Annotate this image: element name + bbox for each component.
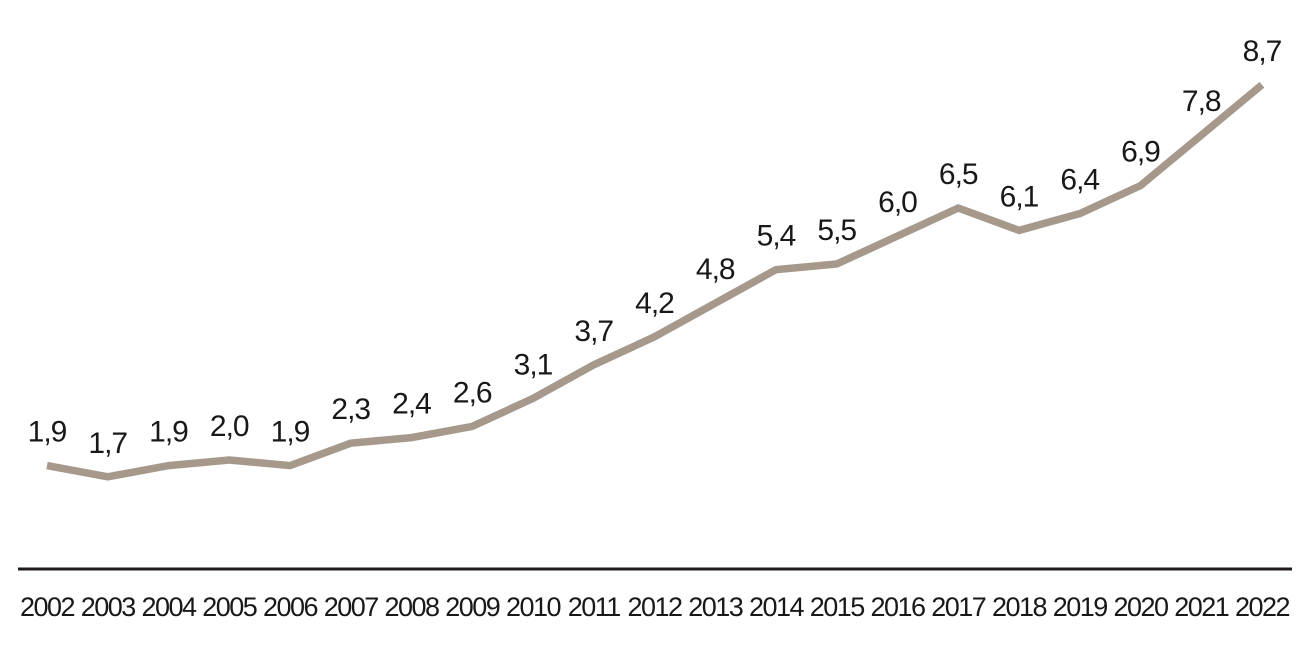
data-point-label: 6,0 bbox=[878, 186, 917, 219]
x-tick-label: 2005 bbox=[202, 592, 257, 622]
x-tick-label: 2011 bbox=[568, 592, 621, 622]
x-tick-label: 2002 bbox=[20, 592, 75, 622]
x-tick-label: 2006 bbox=[263, 592, 318, 622]
data-point-label: 6,4 bbox=[1060, 164, 1099, 197]
x-tick-label: 2015 bbox=[810, 592, 865, 622]
x-tick-label: 2008 bbox=[384, 592, 439, 622]
series-line bbox=[46, 81, 1265, 481]
x-tick-label: 2017 bbox=[931, 592, 986, 622]
x-tick-label: 2020 bbox=[1113, 592, 1168, 622]
data-point-label: 2,4 bbox=[392, 388, 431, 421]
x-tick-label: 2022 bbox=[1235, 592, 1290, 622]
data-point-label: 7,8 bbox=[1182, 85, 1221, 118]
data-point-label: 1,9 bbox=[149, 416, 188, 449]
x-tick-label: 2009 bbox=[445, 592, 500, 622]
data-point-label: 4,2 bbox=[635, 287, 674, 320]
data-point-label: 6,5 bbox=[939, 158, 978, 191]
x-tick-label: 2021 bbox=[1174, 592, 1229, 622]
data-point-label: 1,9 bbox=[28, 416, 67, 449]
data-point-label: 6,1 bbox=[1000, 180, 1039, 213]
data-point-label: 5,4 bbox=[757, 220, 796, 253]
data-point-label: 4,8 bbox=[696, 253, 735, 286]
x-tick-label: 2016 bbox=[870, 592, 925, 622]
data-point-label: 3,1 bbox=[514, 348, 553, 381]
x-tick-label: 2013 bbox=[688, 592, 743, 622]
data-point-label: 8,7 bbox=[1243, 35, 1282, 68]
x-tick-label: 2012 bbox=[627, 592, 682, 622]
data-point-label: 6,9 bbox=[1121, 136, 1160, 169]
data-point-label: 1,7 bbox=[88, 427, 127, 460]
x-tick-label: 2014 bbox=[749, 592, 805, 622]
data-point-label: 1,9 bbox=[271, 416, 310, 449]
x-tick-label: 2007 bbox=[324, 592, 379, 622]
x-tick-labels: 2002 2003 2004 2005 2006 2007 2008 2009 2010 2011… bbox=[20, 592, 1291, 622]
data-point-label: 3,7 bbox=[574, 315, 613, 348]
x-tick-label: 2004 bbox=[141, 592, 197, 622]
x-tick-label: 2019 bbox=[1053, 592, 1108, 622]
point-labels: 1,9 1,7 1,9 2,0 1,9 2,3 2,4 2,6 3,1 3,7 4,2 4,8 5,4 5… bbox=[28, 35, 1283, 460]
x-tick-label: 2018 bbox=[992, 592, 1047, 622]
data-point-label: 5,5 bbox=[817, 214, 856, 247]
data-point-label: 2,0 bbox=[210, 410, 249, 443]
x-tick-label: 2003 bbox=[81, 592, 136, 622]
x-tick-label: 2010 bbox=[506, 592, 561, 622]
data-point-label: 2,3 bbox=[331, 393, 370, 426]
data-point-label: 2,6 bbox=[453, 376, 492, 409]
